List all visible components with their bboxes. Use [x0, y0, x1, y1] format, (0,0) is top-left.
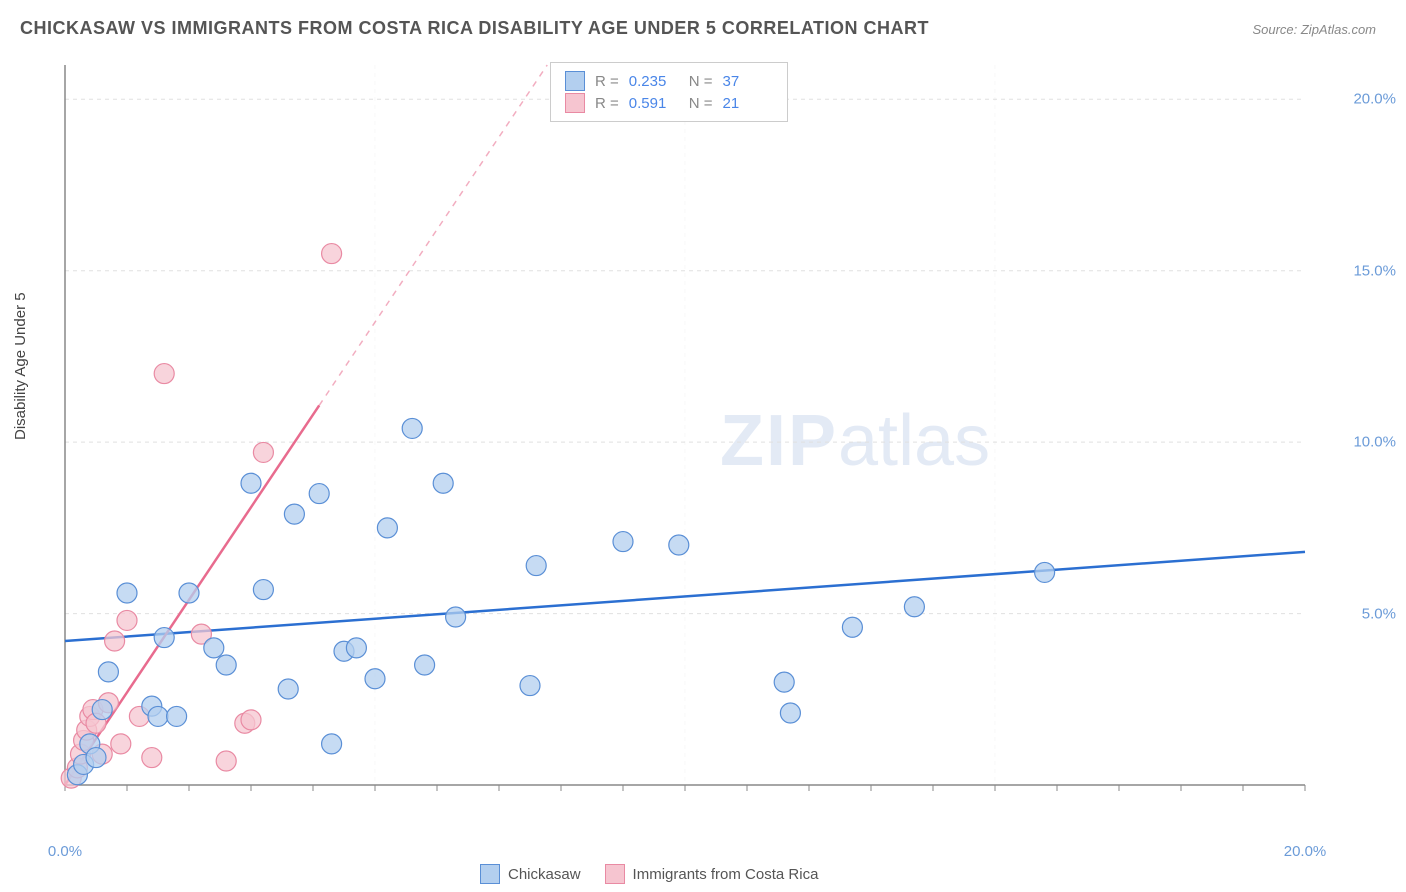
swatch-costarica-icon — [605, 864, 625, 884]
r-label: R = — [595, 73, 619, 90]
y-tick-label: 5.0% — [1362, 605, 1396, 622]
n-value-costarica: 21 — [723, 95, 773, 112]
n-value-chickasaw: 37 — [723, 73, 773, 90]
scatter-plot — [55, 55, 1375, 835]
legend-row-costarica: R = 0.591 N = 21 — [565, 93, 773, 113]
legend-item-chickasaw: Chickasaw — [480, 864, 581, 884]
legend-row-chickasaw: R = 0.235 N = 37 — [565, 71, 773, 91]
x-tick-label: 20.0% — [1284, 843, 1327, 860]
y-axis-label: Disability Age Under 5 — [12, 292, 29, 440]
series-legend: Chickasaw Immigrants from Costa Rica — [480, 864, 818, 884]
plot-svg — [55, 55, 1375, 835]
chart-title: CHICKASAW VS IMMIGRANTS FROM COSTA RICA … — [20, 18, 929, 39]
y-tick-label: 10.0% — [1353, 434, 1396, 451]
n-label: N = — [689, 95, 713, 112]
r-label: R = — [595, 95, 619, 112]
legend-label-costarica: Immigrants from Costa Rica — [633, 866, 819, 883]
correlation-legend: R = 0.235 N = 37 R = 0.591 N = 21 — [550, 62, 788, 122]
y-tick-label: 20.0% — [1353, 91, 1396, 108]
swatch-chickasaw-icon — [480, 864, 500, 884]
r-value-chickasaw: 0.235 — [629, 73, 679, 90]
legend-item-costarica: Immigrants from Costa Rica — [605, 864, 819, 884]
swatch-costarica — [565, 93, 585, 113]
y-tick-label: 15.0% — [1353, 262, 1396, 279]
n-label: N = — [689, 73, 713, 90]
legend-label-chickasaw: Chickasaw — [508, 866, 581, 883]
x-tick-label: 0.0% — [48, 843, 82, 860]
swatch-chickasaw — [565, 71, 585, 91]
source-attribution: Source: ZipAtlas.com — [1252, 22, 1376, 37]
r-value-costarica: 0.591 — [629, 95, 679, 112]
